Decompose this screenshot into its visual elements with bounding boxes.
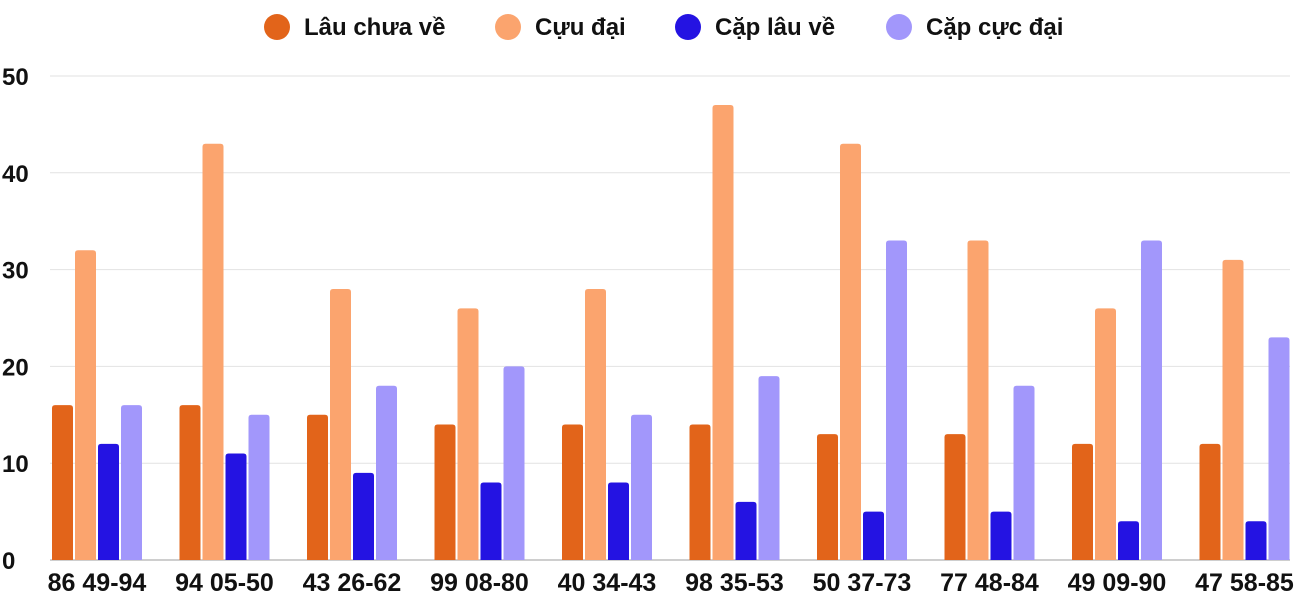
- legend: Lâu chưa về Cựu đại Cặp lâu về Cặp cực đại: [264, 14, 1063, 41]
- x-tick-label: 49 09-90: [1068, 569, 1167, 597]
- bar-cap-cuc-dai-50-37-73: [886, 240, 907, 560]
- bar-cuu-dai-47-58-85: [1222, 259, 1244, 560]
- y-tick-label: 30: [2, 258, 29, 285]
- bar-cap-lau-ve-77-48-84: [990, 511, 1012, 560]
- bar-cap-lau-ve-94-05-50: [225, 453, 247, 560]
- x-tick-label: 50 37-73: [813, 569, 912, 597]
- legend-label: Cặp cực đại: [926, 14, 1063, 41]
- bar-cuu-dai-98-35-53: [712, 105, 734, 560]
- bar-group-47-58-85: [1199, 259, 1290, 560]
- bar-cap-cuc-dai-77-48-84: [1013, 385, 1035, 560]
- legend-label: Lâu chưa về: [304, 14, 445, 41]
- legend-swatch: [495, 14, 521, 40]
- legend-label: Cặp lâu về: [715, 14, 835, 41]
- y-tick-label: 50: [2, 64, 29, 91]
- bars: [52, 105, 1290, 561]
- bar-cuu-dai-77-48-84: [967, 240, 989, 560]
- bar-group-40-34-43: [562, 288, 652, 560]
- bar-cap-cuc-dai-94-05-50: [248, 414, 270, 560]
- x-tick-label: 99 08-80: [430, 569, 529, 597]
- y-tick-label: 40: [2, 161, 29, 188]
- bar-group-43-26-62: [307, 288, 397, 560]
- bar-lau-chua-ve-50-37-73: [817, 434, 838, 560]
- bar-cap-lau-ve-98-35-53: [735, 501, 757, 560]
- bar-lau-chua-ve-77-48-84: [944, 434, 966, 560]
- x-axis: 86 49-94 94 05-50 43 26-62 99 08-80 40 34-43…: [48, 569, 1294, 597]
- bar-lau-chua-ve-86-49-94: [52, 405, 73, 560]
- bar-cuu-dai-99-08-80: [457, 308, 479, 560]
- bar-cap-lau-ve-99-08-80: [480, 482, 502, 560]
- bar-group-86-49-94: [52, 250, 142, 561]
- bar-group-77-48-84: [944, 240, 1035, 560]
- bar-cap-cuc-dai-98-35-53: [758, 376, 780, 560]
- x-tick-label: 40 34-43: [558, 569, 657, 597]
- bar-cap-lau-ve-86-49-94: [98, 443, 119, 560]
- legend-item-lau-chua-ve: Lâu chưa về: [264, 14, 445, 41]
- legend-swatch: [264, 14, 290, 40]
- bar-cap-cuc-dai-40-34-43: [631, 414, 652, 560]
- bar-group-94-05-50: [179, 143, 270, 560]
- legend-swatch: [675, 14, 701, 40]
- bar-cap-lau-ve-50-37-73: [863, 511, 884, 560]
- y-tick-label: 0: [2, 548, 15, 575]
- bar-lau-chua-ve-49-09-90: [1072, 443, 1093, 560]
- x-tick-label: 86 49-94: [48, 569, 147, 597]
- y-tick-label: 10: [2, 451, 29, 478]
- y-axis: 0 10 20 30 40 50: [2, 64, 29, 575]
- x-tick-label: 47 58-85: [1195, 569, 1294, 597]
- bar-group-49-09-90: [1072, 240, 1162, 560]
- bar-cuu-dai-50-37-73: [840, 143, 861, 560]
- bar-lau-chua-ve-99-08-80: [434, 424, 456, 560]
- legend-swatch: [886, 14, 912, 40]
- x-tick-label: 77 48-84: [940, 569, 1039, 597]
- bar-cuu-dai-49-09-90: [1095, 308, 1116, 560]
- x-tick-label: 98 35-53: [685, 569, 784, 597]
- y-tick-label: 20: [2, 354, 29, 381]
- bar-lau-chua-ve-98-35-53: [689, 424, 711, 560]
- bar-cuu-dai-40-34-43: [585, 288, 606, 560]
- bar-group-99-08-80: [434, 308, 525, 560]
- bar-lau-chua-ve-40-34-43: [562, 424, 583, 560]
- x-tick-label: 43 26-62: [303, 569, 402, 597]
- bar-cap-lau-ve-49-09-90: [1118, 521, 1139, 560]
- bar-cap-lau-ve-43-26-62: [353, 472, 374, 560]
- bar-group-50-37-73: [817, 143, 907, 560]
- bar-cap-lau-ve-47-58-85: [1245, 521, 1267, 560]
- x-tick-label: 94 05-50: [175, 569, 274, 597]
- bar-cuu-dai-86-49-94: [75, 250, 96, 561]
- bar-cap-cuc-dai-47-58-85: [1268, 337, 1290, 560]
- bar-cap-cuc-dai-49-09-90: [1141, 240, 1162, 560]
- legend-item-cap-cuc-dai: Cặp cực đại: [886, 14, 1063, 41]
- legend-item-cuu-dai: Cựu đại: [495, 14, 626, 41]
- legend-label: Cựu đại: [535, 14, 626, 41]
- bar-cuu-dai-43-26-62: [330, 288, 351, 560]
- bar-group-98-35-53: [689, 105, 780, 560]
- bar-cuu-dai-94-05-50: [202, 143, 224, 560]
- bar-lau-chua-ve-43-26-62: [307, 414, 328, 560]
- legend-item-cap-lau-ve: Cặp lâu về: [675, 14, 835, 41]
- bar-lau-chua-ve-47-58-85: [1199, 443, 1221, 560]
- bar-lau-chua-ve-94-05-50: [179, 405, 201, 560]
- bar-cap-cuc-dai-86-49-94: [121, 405, 142, 560]
- bar-cap-cuc-dai-99-08-80: [503, 366, 525, 560]
- bar-cap-cuc-dai-43-26-62: [376, 385, 397, 560]
- bar-cap-lau-ve-40-34-43: [608, 482, 629, 560]
